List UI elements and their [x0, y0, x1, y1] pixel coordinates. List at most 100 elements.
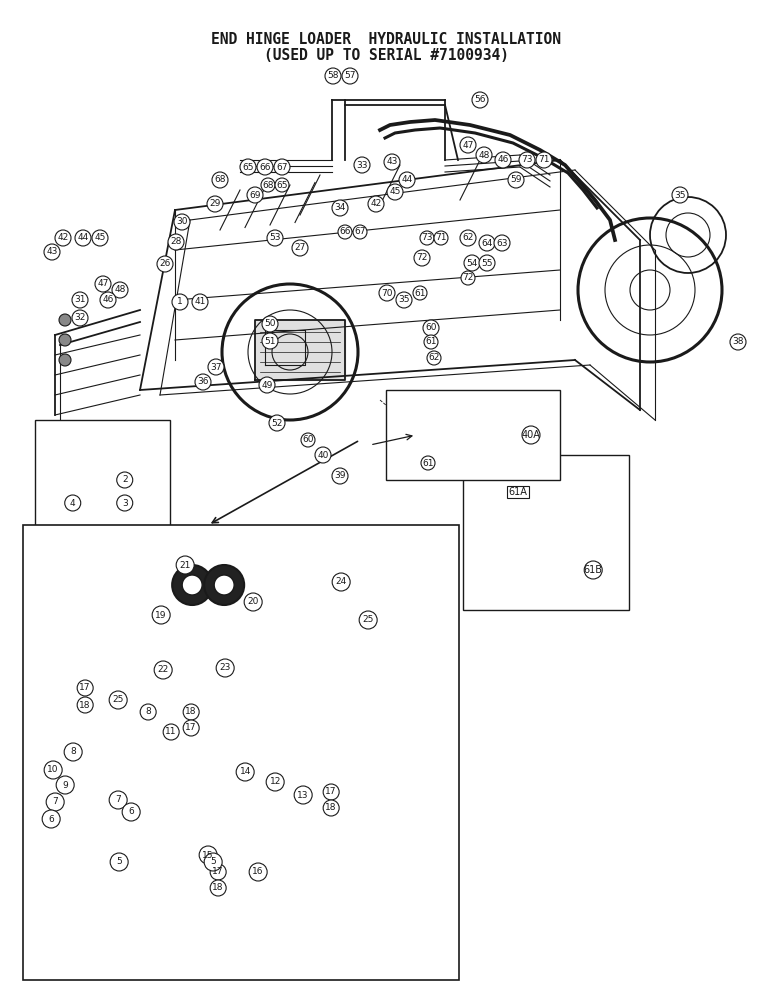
Circle shape — [172, 294, 188, 310]
Circle shape — [479, 235, 495, 251]
Circle shape — [112, 282, 128, 298]
Circle shape — [522, 426, 540, 444]
Circle shape — [353, 225, 367, 239]
Text: 48: 48 — [114, 286, 126, 294]
Circle shape — [55, 230, 71, 246]
Text: 38: 38 — [733, 338, 743, 347]
Text: 61: 61 — [425, 338, 437, 347]
Text: 12: 12 — [269, 778, 281, 786]
Circle shape — [163, 724, 179, 740]
Circle shape — [117, 495, 133, 511]
Text: 6: 6 — [49, 814, 54, 824]
Circle shape — [409, 426, 427, 444]
Text: 15: 15 — [202, 850, 214, 859]
Text: 27: 27 — [294, 243, 306, 252]
Circle shape — [214, 575, 234, 595]
Circle shape — [92, 230, 108, 246]
Text: 31: 31 — [74, 296, 86, 304]
Text: 65: 65 — [276, 180, 288, 190]
Circle shape — [72, 310, 88, 326]
Circle shape — [420, 231, 434, 245]
Text: 73: 73 — [521, 155, 533, 164]
Text: 72: 72 — [462, 273, 474, 282]
Text: 57: 57 — [344, 72, 356, 81]
Circle shape — [44, 761, 63, 779]
Circle shape — [210, 864, 226, 880]
Text: 45: 45 — [94, 233, 106, 242]
Circle shape — [204, 853, 222, 871]
Text: 62: 62 — [462, 233, 474, 242]
Circle shape — [64, 743, 82, 761]
Circle shape — [257, 159, 273, 175]
Circle shape — [236, 763, 254, 781]
Circle shape — [216, 659, 234, 677]
Text: 53: 53 — [269, 233, 281, 242]
Text: 23: 23 — [219, 664, 231, 672]
Circle shape — [240, 159, 256, 175]
Text: 25: 25 — [363, 615, 374, 624]
Text: 30: 30 — [176, 218, 188, 227]
Text: 42: 42 — [57, 233, 69, 242]
Text: 48: 48 — [479, 150, 489, 159]
Text: 24: 24 — [336, 578, 347, 586]
Bar — [463, 455, 629, 610]
Text: 68: 68 — [262, 180, 274, 190]
Circle shape — [247, 187, 263, 203]
Text: 71: 71 — [435, 233, 447, 242]
Circle shape — [300, 741, 317, 757]
Circle shape — [182, 575, 202, 595]
Text: 44: 44 — [401, 176, 412, 184]
Circle shape — [495, 152, 511, 168]
Text: 11: 11 — [165, 728, 177, 736]
Circle shape — [379, 285, 395, 301]
Circle shape — [269, 415, 285, 431]
Circle shape — [168, 234, 184, 250]
Text: 33: 33 — [356, 160, 367, 169]
Text: 67: 67 — [276, 162, 288, 172]
Circle shape — [199, 846, 217, 864]
Bar — [35, 420, 170, 575]
Text: 17: 17 — [212, 867, 224, 876]
Circle shape — [323, 800, 339, 816]
Circle shape — [301, 433, 315, 447]
Circle shape — [325, 68, 341, 84]
Circle shape — [424, 335, 438, 349]
Text: 60: 60 — [425, 324, 437, 332]
Circle shape — [59, 354, 71, 366]
Circle shape — [584, 561, 602, 579]
Circle shape — [427, 351, 441, 365]
Circle shape — [208, 359, 224, 375]
Circle shape — [59, 314, 71, 326]
Text: 50: 50 — [264, 320, 276, 328]
Text: 2: 2 — [122, 476, 127, 485]
Circle shape — [414, 250, 430, 266]
Circle shape — [399, 172, 415, 188]
Text: 16: 16 — [252, 867, 264, 876]
Text: 37: 37 — [210, 362, 222, 371]
Circle shape — [244, 593, 262, 611]
Text: 46: 46 — [497, 155, 509, 164]
Circle shape — [75, 493, 89, 507]
Text: 9: 9 — [63, 780, 68, 790]
Text: 20: 20 — [248, 597, 259, 606]
Text: 46: 46 — [103, 296, 113, 304]
Text: 47: 47 — [462, 140, 474, 149]
Text: 29: 29 — [209, 200, 221, 209]
Circle shape — [65, 495, 81, 511]
Circle shape — [396, 292, 412, 308]
Text: 18: 18 — [185, 708, 197, 716]
Circle shape — [384, 154, 400, 170]
Text: 32: 32 — [74, 314, 86, 322]
Text: 7: 7 — [115, 796, 121, 804]
Bar — [23, 525, 459, 980]
Text: 45: 45 — [389, 188, 401, 196]
Text: 25: 25 — [113, 696, 124, 704]
Circle shape — [59, 334, 71, 346]
Text: 40: 40 — [317, 450, 329, 460]
Circle shape — [176, 556, 195, 574]
Text: 63: 63 — [496, 238, 508, 247]
Text: 65: 65 — [242, 162, 254, 172]
Text: 69: 69 — [249, 190, 261, 200]
Text: 54: 54 — [466, 258, 478, 267]
Text: 61: 61 — [415, 288, 425, 298]
